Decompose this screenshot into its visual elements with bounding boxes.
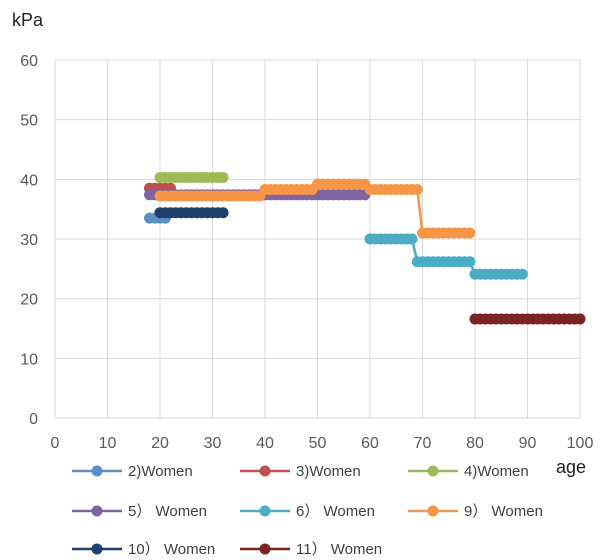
legend-marker xyxy=(427,465,439,477)
gridlines xyxy=(54,59,581,419)
legend-label: 10） Women xyxy=(128,541,215,558)
x-tick-labels: 0 10 20 30 40 50 60 70 80 90 100 xyxy=(51,435,594,452)
legend-item: 5） Women xyxy=(72,503,207,520)
data-point xyxy=(516,268,528,280)
series-7 xyxy=(469,313,586,325)
legend-marker xyxy=(259,505,271,517)
x-tick-label: 20 xyxy=(151,435,169,452)
data-point xyxy=(411,184,423,195)
y-tick-label: 60 xyxy=(20,53,38,70)
legend-marker xyxy=(91,505,103,517)
data-point xyxy=(217,207,229,219)
x-tick-label: 90 xyxy=(519,435,537,452)
x-tick-label: 60 xyxy=(361,435,379,452)
legend-marker xyxy=(427,505,439,517)
y-tick-label: 50 xyxy=(20,113,38,130)
y-tick-label: 10 xyxy=(20,351,38,368)
x-tick-label: 10 xyxy=(99,435,117,452)
y-tick-labels: 0 10 20 30 40 50 60 xyxy=(20,53,38,428)
data-point xyxy=(406,233,418,245)
legend-item: 3)Women xyxy=(240,463,361,480)
legend-label: 2)Women xyxy=(128,463,193,480)
series-4 xyxy=(364,233,528,280)
legend-marker xyxy=(91,465,103,477)
y-tick-label: 20 xyxy=(20,292,38,309)
legend-marker xyxy=(259,543,271,555)
plot-area xyxy=(144,172,586,325)
data-point xyxy=(464,227,476,239)
series-2 xyxy=(154,172,229,183)
x-tick-label: 0 xyxy=(51,435,60,452)
legend-marker xyxy=(91,543,103,555)
legend-label: 11） Women xyxy=(296,541,382,558)
legend-label: 9） Women xyxy=(464,503,543,520)
legend-item: 9） Women xyxy=(408,503,543,520)
legend-item: 4)Women xyxy=(408,463,529,480)
x-tick-label: 70 xyxy=(414,435,432,452)
legend-item: 6） Women xyxy=(240,503,375,520)
legend-label: 6） Women xyxy=(296,503,375,520)
series-line xyxy=(370,237,523,276)
y-axis-title: kPa xyxy=(12,10,44,30)
legend-marker xyxy=(259,465,271,477)
x-tick-label: 40 xyxy=(256,435,274,452)
data-point xyxy=(464,256,476,268)
legend-label: 3)Women xyxy=(296,463,361,480)
y-tick-label: 40 xyxy=(20,172,38,189)
legend-item: 10） Women xyxy=(72,541,215,558)
legend-item: 2)Women xyxy=(72,463,193,480)
legend-label: 5） Women xyxy=(128,503,207,520)
data-point xyxy=(217,172,229,183)
series-5 xyxy=(154,178,476,239)
y-tick-label: 0 xyxy=(29,411,38,428)
legend: 2)Women 3)Women 4)Women 5） Women 6） Women 9） … xyxy=(72,463,543,558)
series-6 xyxy=(154,207,229,219)
x-axis-title: age xyxy=(556,457,586,477)
x-tick-label: 80 xyxy=(466,435,484,452)
y-tick-label: 30 xyxy=(20,232,38,249)
legend-label: 4)Women xyxy=(464,463,529,480)
data-point xyxy=(574,313,586,325)
x-tick-label: 30 xyxy=(204,435,222,452)
legend-item: 11） Women xyxy=(240,541,382,558)
x-tick-label: 50 xyxy=(309,435,327,452)
x-tick-label: 100 xyxy=(567,435,594,452)
